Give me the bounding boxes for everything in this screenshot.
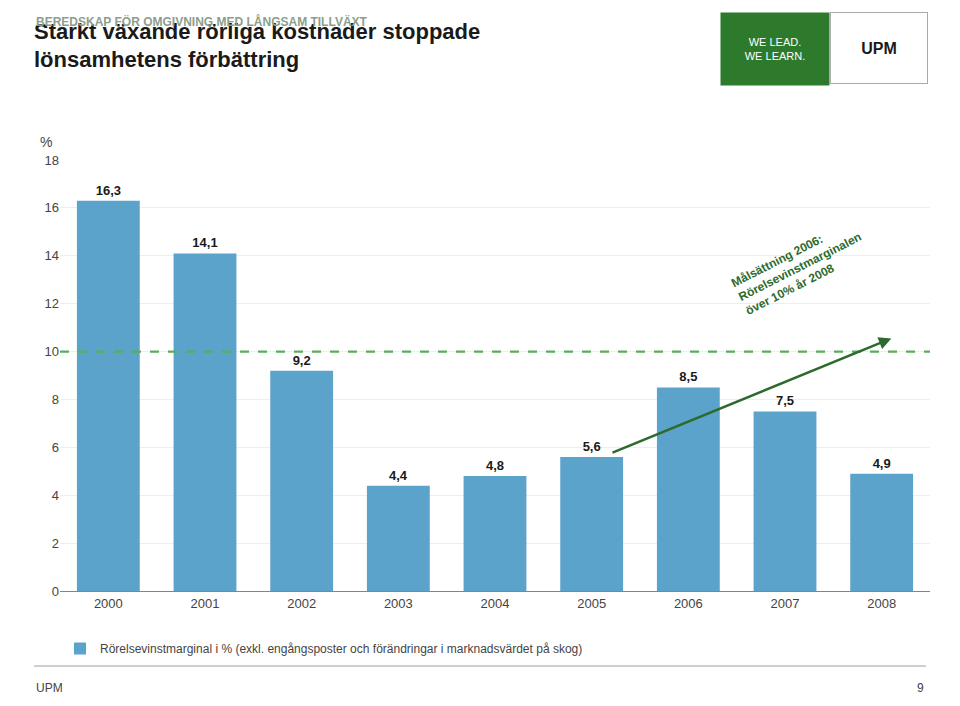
svg-text:2008: 2008: [867, 596, 896, 611]
svg-text:16,3: 16,3: [96, 183, 121, 198]
svg-text:2: 2: [52, 536, 59, 551]
svg-text:2004: 2004: [481, 596, 510, 611]
svg-text:Rörelsevinstmarginal i % (exkl: Rörelsevinstmarginal i % (exkl. engångsp…: [100, 642, 582, 656]
svg-text:0: 0: [52, 584, 59, 599]
svg-text:2007: 2007: [771, 596, 800, 611]
svg-text:4,9: 4,9: [873, 456, 891, 471]
svg-text:5,6: 5,6: [583, 439, 601, 454]
svg-text:2005: 2005: [577, 596, 606, 611]
svg-text:18: 18: [45, 153, 59, 168]
svg-text:BEREDSKAP FÖR OMGIVNING MED LÅ: BEREDSKAP FÖR OMGIVNING MED LÅNGSAM TILL…: [36, 14, 368, 29]
svg-text:16: 16: [45, 200, 59, 215]
svg-text:UPM: UPM: [861, 40, 897, 57]
svg-text:%: %: [40, 134, 52, 150]
svg-text:8: 8: [52, 392, 59, 407]
svg-text:7,5: 7,5: [776, 393, 794, 408]
svg-text:2001: 2001: [191, 596, 220, 611]
svg-text:9,2: 9,2: [293, 353, 311, 368]
svg-text:2006: 2006: [674, 596, 703, 611]
svg-text:6: 6: [52, 440, 59, 455]
svg-text:Starkt växande rörliga kostnad: Starkt växande rörliga kostnader stoppad…: [34, 19, 480, 73]
svg-text:4: 4: [52, 488, 59, 503]
svg-text:WE LEAD.WE LEARN.: WE LEAD.WE LEARN.: [745, 36, 806, 62]
svg-text:2003: 2003: [384, 596, 413, 611]
svg-text:14: 14: [45, 248, 59, 263]
svg-text:10: 10: [45, 344, 59, 359]
svg-text:9: 9: [917, 681, 924, 695]
svg-text:14,1: 14,1: [192, 235, 217, 250]
svg-text:UPM: UPM: [36, 681, 63, 695]
svg-text:Målsättning 2006:Rörelsevinstm: Målsättning 2006:Rörelsevinstmarginalenö…: [729, 216, 871, 318]
svg-text:12: 12: [45, 296, 59, 311]
svg-text:4,4: 4,4: [389, 468, 408, 483]
svg-text:8,5: 8,5: [679, 369, 697, 384]
svg-text:2002: 2002: [287, 596, 316, 611]
svg-text:4,8: 4,8: [486, 458, 504, 473]
svg-text:2000: 2000: [94, 596, 123, 611]
